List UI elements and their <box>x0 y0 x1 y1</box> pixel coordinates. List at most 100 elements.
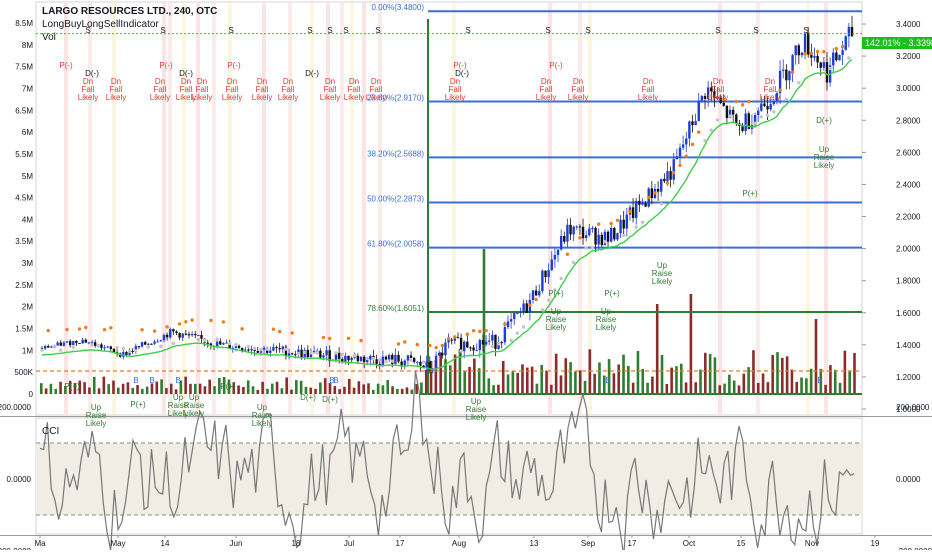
volume-bar <box>347 378 351 394</box>
candle-body <box>463 341 466 352</box>
fib-level-label: 0.00%(3.4800) <box>372 3 425 12</box>
trailing-stop-dot <box>296 351 301 356</box>
candle-body <box>278 348 281 350</box>
volume-bar <box>150 383 154 394</box>
volume-bar <box>64 386 67 394</box>
candle-body <box>781 69 785 71</box>
trailing-stop-dot <box>177 322 182 326</box>
volume-bar <box>420 382 423 394</box>
candle-body <box>209 343 213 346</box>
signal-down-label: Likely <box>78 93 98 102</box>
volume-bar <box>790 369 794 394</box>
candle-body <box>810 54 813 58</box>
candle-body <box>694 121 697 126</box>
volume-bar <box>785 356 789 394</box>
volume-bar <box>771 354 774 394</box>
time-tick: 17 <box>396 539 405 548</box>
candle-body <box>800 52 804 56</box>
candle-body <box>722 102 725 106</box>
candle-body <box>294 354 297 356</box>
candle-body <box>184 333 188 335</box>
candle-body <box>797 45 801 56</box>
volume-bar <box>208 379 212 394</box>
trailing-stop-dot <box>797 80 801 85</box>
price-tick: 1.6000 <box>896 309 921 318</box>
divergence-signal-label: D(+) <box>816 116 832 125</box>
signal-down-label: Likely <box>760 93 780 102</box>
candle-body <box>813 55 816 58</box>
time-tick: Jun <box>230 539 243 548</box>
trailing-stop-dot <box>102 328 107 332</box>
signal-down-label: Fall <box>196 85 209 94</box>
trailing-stop-dot <box>428 343 432 348</box>
volume-bar <box>809 368 813 394</box>
candle-body <box>584 235 588 239</box>
candle-body <box>306 349 310 358</box>
current-price-badge: 142.01% - 3.3398 <box>862 37 932 49</box>
volume-bar <box>713 357 717 394</box>
volume-bar <box>169 383 173 394</box>
candle-body <box>538 291 541 296</box>
candle-body <box>556 249 560 255</box>
candle-body <box>219 341 222 345</box>
candle-body <box>638 200 641 205</box>
volume-bar <box>174 389 178 394</box>
signal-up-label: Likely <box>814 161 834 170</box>
trailing-stop-dot <box>459 349 463 353</box>
volume-bar <box>280 388 284 394</box>
trailing-stop-dot <box>40 348 44 352</box>
candle-body <box>262 347 266 350</box>
volume-tick: 0 <box>29 390 34 399</box>
pivot-signal-label: P(+) <box>130 400 146 409</box>
candle-body <box>835 52 838 61</box>
volume-bar <box>612 373 616 394</box>
volume-bar <box>386 379 390 394</box>
candle-body <box>775 93 779 102</box>
volume-bar <box>660 355 664 394</box>
candle-body <box>575 226 578 228</box>
volume-bar <box>410 389 414 394</box>
signal-down-label: Dn <box>257 77 267 86</box>
volume-bar <box>540 364 544 394</box>
indicator-label: LongBuyLongSellIndicator <box>42 19 159 30</box>
trailing-stop-dot <box>621 233 626 238</box>
volume-bar <box>107 384 110 394</box>
candle-body <box>125 352 128 355</box>
volume-tick: 2.5M <box>15 281 33 290</box>
volume-bar <box>554 353 558 394</box>
volume-bar <box>617 364 621 394</box>
sell-signal-label: S <box>85 26 90 35</box>
time-tick: Sep <box>581 539 596 548</box>
candle-body <box>847 26 851 37</box>
buy-signal-label: B <box>149 376 154 385</box>
candle-body <box>200 334 203 339</box>
candle-body <box>594 228 597 245</box>
volume-bar <box>275 381 279 394</box>
candle-body <box>788 71 791 81</box>
trailing-stop-dot <box>528 303 532 307</box>
trailing-stop-dot <box>690 142 695 147</box>
candle-body <box>244 349 247 351</box>
trailing-stop-dot <box>202 338 207 343</box>
signal-up-label: Likely <box>546 323 566 332</box>
buy-signal-label: B <box>817 376 822 385</box>
volume-bar <box>54 388 58 394</box>
signal-up-label: Up <box>657 261 668 270</box>
candle-body <box>150 343 153 345</box>
volume-bar <box>535 383 539 394</box>
candle-body <box>325 350 328 356</box>
volume-bar <box>73 383 77 394</box>
signal-stripe <box>362 3 366 414</box>
signal-down-label: Likely <box>176 93 196 102</box>
sell-signal-label: S <box>803 26 808 35</box>
signal-up-label: Raise <box>652 269 673 278</box>
trailing-stop-dot <box>359 338 363 343</box>
candle-body <box>87 342 91 344</box>
candle-body <box>763 103 766 107</box>
candle-body <box>190 334 194 336</box>
divergence-signal-label: D(+) <box>300 393 316 402</box>
candle-body <box>597 234 600 245</box>
candle-body <box>719 97 722 103</box>
candle-body <box>850 26 854 37</box>
